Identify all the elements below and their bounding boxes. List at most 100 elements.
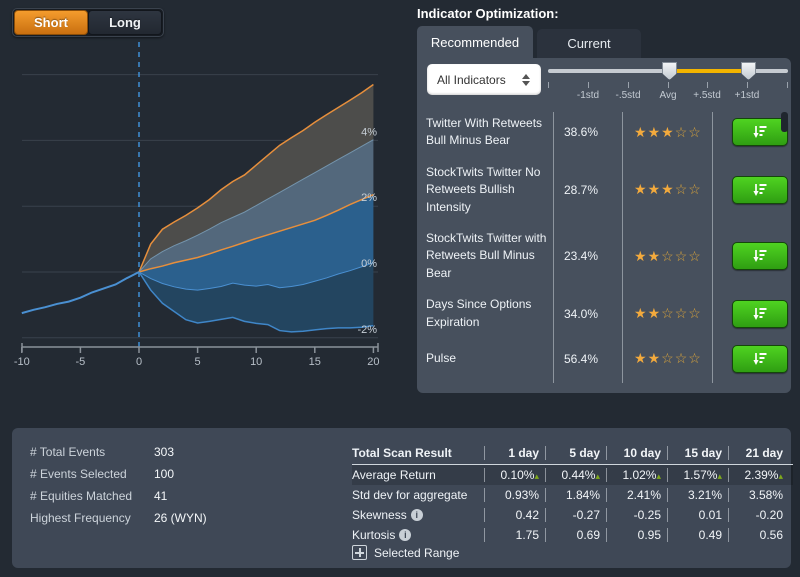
column-header: 5 day xyxy=(545,446,606,460)
dropdown-stepper-icon xyxy=(519,73,533,86)
slider-label-plus1std: +1std xyxy=(734,90,760,101)
column-header: 1 day xyxy=(484,446,545,460)
event-study-fan-chart: 4% 2% 0% -2% -10 -5 0 5 10 15 20 xyxy=(14,42,380,368)
column-divider xyxy=(622,112,623,383)
stat-value: 41 xyxy=(154,489,168,503)
svg-text:-5: -5 xyxy=(76,356,86,368)
stat-label: # Equities Matched xyxy=(30,489,133,503)
table-title: Total Scan Result xyxy=(352,446,452,460)
stat-label: Highest Frequency xyxy=(30,511,131,525)
svg-text:-2%: -2% xyxy=(357,324,377,336)
star-rating[interactable]: ★★☆☆☆ xyxy=(634,305,702,322)
svg-text:2%: 2% xyxy=(361,192,377,204)
indicator-row: Days Since Death Cross Slow Days: 20 29.… xyxy=(417,380,791,389)
table-header-row: Total Scan Result 1 day 5 day 10 day 15 … xyxy=(352,442,793,465)
svg-text:4%: 4% xyxy=(361,126,377,138)
indicator-frequency: 56.4% xyxy=(564,351,599,366)
slider-label-minus1std: -1std xyxy=(576,90,600,101)
row-label: Skewness i xyxy=(352,508,484,522)
row-label: Kurtosis i xyxy=(352,528,484,542)
indicator-row: Days Since Options Expiration 34.0% ★★☆☆… xyxy=(417,289,791,338)
up-arrow-icon: ▴ xyxy=(595,471,600,481)
indicator-name: Days Since Options Expiration xyxy=(426,297,532,329)
star-rating[interactable]: ★★★☆☆ xyxy=(634,181,702,198)
stat-value: 26 (WYN) xyxy=(154,511,207,525)
slider-handle-left[interactable] xyxy=(662,62,677,80)
stat-label: # Events Selected xyxy=(30,467,127,481)
dropdown-selected-value: All Indicators xyxy=(437,72,506,87)
column-divider xyxy=(553,112,554,383)
view-distribution-button[interactable] xyxy=(732,299,788,328)
view-distribution-button[interactable] xyxy=(732,175,788,204)
info-icon[interactable]: i xyxy=(399,529,412,541)
svg-text:10: 10 xyxy=(250,356,262,368)
indicator-frequency: 23.4% xyxy=(564,249,599,264)
selected-range-expander[interactable]: Selected Range xyxy=(352,545,459,560)
indicator-row: StockTwits Twitter No Retweets Bullish I… xyxy=(417,157,791,223)
up-arrow-icon: ▴ xyxy=(778,471,783,481)
tab-recommended[interactable]: Recommended xyxy=(417,26,533,58)
slider-label-plushalf: +.5std xyxy=(693,90,721,101)
sort-histogram-icon xyxy=(753,250,767,263)
svg-text:15: 15 xyxy=(309,356,321,368)
list-scrollbar[interactable] xyxy=(781,112,788,132)
table-row-skewness: Skewness i 0.42 -0.27 -0.25 0.01 -0.20 xyxy=(352,505,793,525)
column-header: 21 day xyxy=(728,446,789,460)
indicator-row: Twitter With Retweets Bull Minus Bear 38… xyxy=(417,108,791,157)
star-rating[interactable]: ★★☆☆☆ xyxy=(634,350,702,367)
svg-text:0%: 0% xyxy=(361,258,377,270)
info-icon[interactable]: i xyxy=(410,509,423,521)
row-label: Average Return xyxy=(352,468,436,482)
column-header: 10 day xyxy=(606,446,667,460)
row-label: Std dev for aggregate xyxy=(352,488,468,502)
star-rating[interactable]: ★★☆☆☆ xyxy=(634,247,702,264)
tab-current[interactable]: Current xyxy=(537,29,641,58)
up-arrow-icon: ▴ xyxy=(717,471,722,481)
indicator-frequency: 38.6% xyxy=(564,125,599,140)
svg-text:0: 0 xyxy=(136,356,142,368)
indicator-name: Days Since Death Cross Slow Days: 20 xyxy=(417,387,552,389)
stat-value: 100 xyxy=(154,467,175,481)
plus-icon xyxy=(352,545,367,560)
table-row-kurtosis: Kurtosis i 1.75 0.69 0.95 0.49 0.56 xyxy=(352,525,793,545)
indicator-list: Twitter With Retweets Bull Minus Bear 38… xyxy=(417,108,791,389)
indicator-row: Pulse 56.4% ★★☆☆☆ xyxy=(417,338,791,380)
view-distribution-button[interactable] xyxy=(732,344,788,373)
indicator-frequency: 28.7% xyxy=(564,182,599,197)
column-divider xyxy=(712,112,713,383)
sort-histogram-icon xyxy=(753,126,767,139)
indicator-name: StockTwits Twitter No Retweets Bullish I… xyxy=(426,164,541,214)
indicator-name: StockTwits Twitter with Retweets Bull Mi… xyxy=(426,230,547,280)
sort-histogram-icon xyxy=(753,183,767,196)
indicator-frequency: 34.0% xyxy=(564,306,599,321)
indicator-row: StockTwits Twitter with Retweets Bull Mi… xyxy=(417,223,791,289)
slider-label-minushalf: -.5std xyxy=(615,90,641,101)
slider-handle-right[interactable] xyxy=(741,62,756,80)
indicator-optimization-title: Indicator Optimization: xyxy=(417,6,559,21)
indicator-name: Twitter With Retweets Bull Minus Bear xyxy=(426,116,543,148)
up-arrow-icon: ▴ xyxy=(534,471,539,481)
view-distribution-button[interactable] xyxy=(732,118,788,147)
svg-text:-10: -10 xyxy=(14,356,30,368)
stat-value: 303 xyxy=(154,445,175,459)
indicator-name: Pulse xyxy=(426,351,457,366)
slider-active-range[interactable] xyxy=(668,69,747,73)
svg-text:5: 5 xyxy=(195,356,201,368)
view-distribution-button[interactable] xyxy=(732,242,788,271)
long-button[interactable]: Long xyxy=(88,10,162,35)
short-long-toggle: Short Long xyxy=(12,8,164,37)
up-arrow-icon: ▴ xyxy=(656,471,661,481)
selected-range-label: Selected Range xyxy=(374,545,460,560)
total-scan-result-table: Total Scan Result 1 day 5 day 10 day 15 … xyxy=(352,442,793,545)
stat-label: # Total Events xyxy=(30,445,106,459)
slider-label-avg: Avg xyxy=(659,90,677,101)
indicator-filter-dropdown[interactable]: All Indicators xyxy=(427,64,541,95)
svg-text:20: 20 xyxy=(367,356,379,368)
column-header: 15 day xyxy=(667,446,728,460)
sort-histogram-icon xyxy=(753,352,767,365)
table-row-std-dev: Std dev for aggregate 0.93% 1.84% 2.41% … xyxy=(352,485,793,505)
indicator-optimization-panel: All Indicators -1std -.5std Avg +.5std +… xyxy=(417,58,791,393)
std-range-slider: -1std -.5std Avg +.5std +1std xyxy=(548,58,788,104)
short-button[interactable]: Short xyxy=(14,10,88,35)
star-rating[interactable]: ★★★☆☆ xyxy=(634,123,702,140)
